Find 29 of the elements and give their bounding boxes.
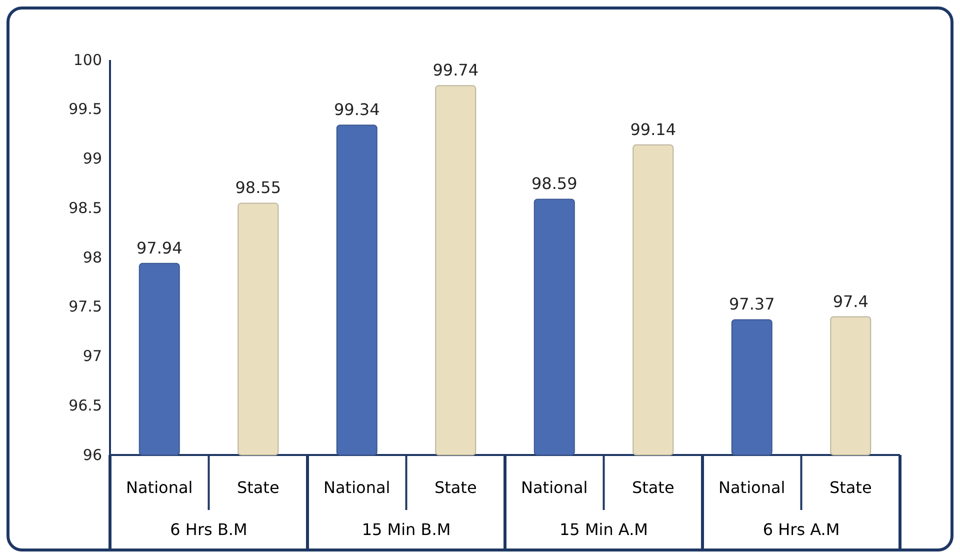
y-tick-label: 97.5 (68, 298, 102, 316)
y-tick-label: 99 (82, 150, 102, 168)
x-tick-label: 6 Hrs A.M (762, 520, 840, 539)
series-label: State (632, 478, 674, 497)
text: State (434, 478, 477, 497)
y-tick-label: 100 (73, 50, 102, 69)
data-label: 99.34 (334, 100, 380, 120)
y-tick-label: 98 (82, 248, 102, 266)
y-tick-label: 96 (82, 446, 102, 464)
y-tick-label: 97 (82, 347, 102, 366)
y-tick-label: 98.5 (68, 198, 102, 217)
text: National (521, 478, 588, 497)
x-tick-label: 15 Min A.M (560, 520, 648, 539)
y-tick-label: 99.5 (68, 100, 102, 118)
x-tick-label: 15 Min B.M (362, 520, 451, 539)
text: National (718, 478, 786, 497)
text: State (829, 478, 872, 497)
data-label: 98.55 (235, 178, 282, 198)
data-label: 97.4 (832, 292, 868, 311)
text: State (236, 478, 280, 497)
series-label: National (324, 478, 390, 497)
x-tick-label: 6 Hrs B.M (170, 520, 248, 539)
text: National (126, 478, 193, 497)
data-label: 97.37 (728, 294, 775, 314)
data-label: 99.14 (630, 120, 676, 139)
y-tick-label: 96.5 (68, 396, 102, 414)
data-label: 98.59 (531, 174, 578, 194)
data-label: 99.74 (432, 60, 479, 80)
data-label: 97.94 (136, 238, 182, 258)
